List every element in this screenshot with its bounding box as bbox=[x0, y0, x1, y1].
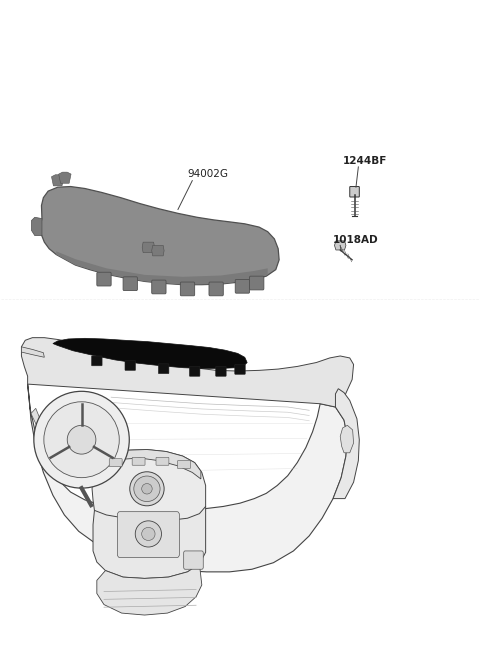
Polygon shape bbox=[340, 425, 354, 453]
FancyBboxPatch shape bbox=[209, 282, 223, 296]
Text: 94002G: 94002G bbox=[188, 170, 228, 179]
Ellipse shape bbox=[34, 392, 129, 488]
FancyBboxPatch shape bbox=[190, 367, 200, 376]
Ellipse shape bbox=[44, 402, 119, 478]
Polygon shape bbox=[333, 389, 360, 499]
Ellipse shape bbox=[135, 521, 161, 547]
Ellipse shape bbox=[142, 528, 155, 541]
Polygon shape bbox=[28, 384, 348, 572]
Ellipse shape bbox=[67, 425, 96, 454]
Polygon shape bbox=[32, 217, 42, 236]
Ellipse shape bbox=[142, 484, 152, 494]
FancyBboxPatch shape bbox=[350, 187, 360, 197]
FancyBboxPatch shape bbox=[125, 361, 135, 371]
Polygon shape bbox=[53, 338, 247, 369]
Polygon shape bbox=[152, 246, 164, 256]
FancyBboxPatch shape bbox=[123, 277, 137, 290]
FancyBboxPatch shape bbox=[117, 512, 180, 558]
Polygon shape bbox=[56, 251, 268, 284]
FancyBboxPatch shape bbox=[156, 457, 169, 465]
FancyBboxPatch shape bbox=[178, 461, 191, 468]
Text: 1244BF: 1244BF bbox=[343, 156, 387, 166]
FancyBboxPatch shape bbox=[216, 367, 226, 376]
Polygon shape bbox=[22, 338, 354, 407]
Polygon shape bbox=[40, 187, 279, 284]
FancyBboxPatch shape bbox=[109, 459, 122, 466]
FancyBboxPatch shape bbox=[97, 272, 111, 286]
FancyBboxPatch shape bbox=[184, 551, 203, 569]
Polygon shape bbox=[31, 408, 45, 440]
FancyBboxPatch shape bbox=[180, 282, 195, 296]
Ellipse shape bbox=[130, 472, 164, 506]
Polygon shape bbox=[142, 242, 155, 252]
FancyBboxPatch shape bbox=[158, 364, 169, 374]
FancyBboxPatch shape bbox=[92, 356, 102, 366]
Polygon shape bbox=[93, 507, 205, 578]
Polygon shape bbox=[335, 241, 346, 250]
FancyBboxPatch shape bbox=[235, 279, 250, 293]
Polygon shape bbox=[93, 449, 201, 479]
Ellipse shape bbox=[134, 476, 160, 501]
Polygon shape bbox=[22, 347, 44, 357]
Text: 1018AD: 1018AD bbox=[333, 235, 379, 245]
FancyBboxPatch shape bbox=[250, 276, 264, 290]
FancyBboxPatch shape bbox=[132, 457, 145, 465]
FancyBboxPatch shape bbox=[235, 365, 245, 374]
Polygon shape bbox=[59, 172, 71, 183]
FancyBboxPatch shape bbox=[152, 280, 166, 294]
Polygon shape bbox=[51, 175, 64, 186]
Polygon shape bbox=[92, 449, 205, 520]
Polygon shape bbox=[97, 564, 202, 615]
